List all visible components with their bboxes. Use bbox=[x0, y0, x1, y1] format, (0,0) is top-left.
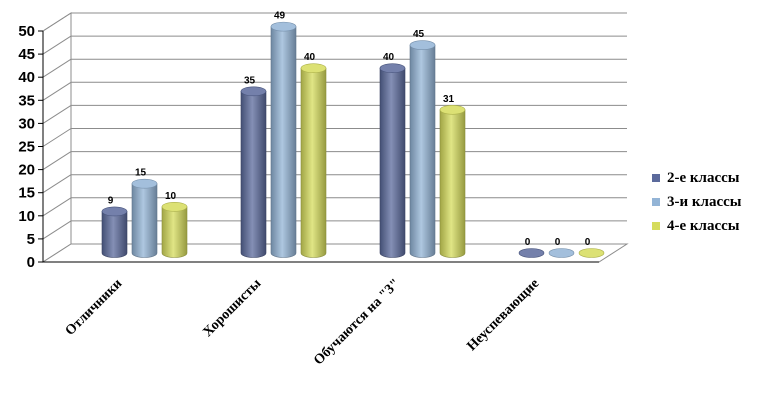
chart-walls bbox=[41, 12, 629, 263]
bar bbox=[131, 178, 158, 258]
data-label: 15 bbox=[135, 168, 147, 179]
bar bbox=[379, 63, 406, 258]
legend-label: 2-е классы bbox=[667, 169, 740, 186]
gridline-diagonal bbox=[42, 81, 72, 101]
bar bbox=[409, 40, 436, 258]
data-label: 35 bbox=[244, 75, 256, 86]
legend-item: 4-е классы bbox=[652, 214, 741, 238]
gridline-diagonal bbox=[42, 220, 72, 240]
data-label: 10 bbox=[165, 191, 177, 202]
data-label: 0 bbox=[525, 237, 531, 248]
bar bbox=[300, 63, 327, 258]
data-label: 49 bbox=[274, 11, 286, 22]
y-tick-label: 5 bbox=[27, 231, 35, 248]
legend: 2-е классы 3-и классы 4-е классы bbox=[652, 166, 741, 238]
legend-label: 3-и классы bbox=[667, 193, 742, 210]
y-tick-label: 45 bbox=[18, 46, 35, 63]
bar bbox=[161, 202, 188, 258]
legend-label: 4-е классы bbox=[667, 217, 740, 234]
category-labels: Отличники Хорошисты Обучаются на "3" Неуспе… bbox=[63, 276, 543, 368]
gridline-diagonal bbox=[42, 128, 72, 147]
bar bbox=[518, 248, 545, 258]
gridline-diagonal bbox=[42, 104, 72, 124]
data-label: 40 bbox=[383, 52, 395, 63]
data-labels: 9 15 10 35 49 40 40 45 31 0 0 0 bbox=[108, 11, 591, 248]
bar bbox=[101, 206, 128, 258]
gridline-diagonal bbox=[42, 197, 72, 217]
legend-swatch bbox=[652, 198, 660, 206]
category-label: Неуспевающие bbox=[464, 276, 542, 354]
data-label: 0 bbox=[555, 237, 561, 248]
bar bbox=[439, 104, 466, 258]
bar bbox=[270, 21, 297, 258]
data-label: 31 bbox=[443, 94, 455, 105]
category-label: Отличники bbox=[63, 276, 126, 339]
gridlines bbox=[42, 12, 627, 240]
category-label: Обучаются на "3" bbox=[311, 276, 403, 368]
y-tick-label: 20 bbox=[18, 162, 35, 179]
bar bbox=[578, 248, 605, 258]
gridline-diagonal bbox=[42, 58, 72, 78]
data-label: 45 bbox=[413, 29, 425, 40]
legend-swatch bbox=[652, 174, 660, 182]
y-tick-label: 35 bbox=[18, 92, 35, 109]
data-label: 0 bbox=[585, 237, 591, 248]
gridline-diagonal bbox=[42, 151, 72, 171]
gridline-diagonal bbox=[42, 12, 72, 32]
legend-swatch bbox=[652, 222, 660, 230]
y-axis-ticks: 0 5 10 15 20 25 30 35 40 45 50 bbox=[18, 23, 599, 271]
y-tick-label: 30 bbox=[18, 115, 35, 132]
bar bbox=[240, 86, 267, 258]
data-label: 40 bbox=[304, 52, 316, 63]
y-tick-label: 15 bbox=[18, 185, 35, 202]
bar bbox=[548, 248, 575, 258]
legend-item: 2-е классы bbox=[652, 166, 741, 190]
y-tick-label: 50 bbox=[18, 23, 35, 40]
legend-item: 3-и классы bbox=[652, 190, 741, 214]
data-label: 9 bbox=[108, 195, 114, 206]
y-tick-label: 0 bbox=[27, 254, 35, 271]
category-label: Хорошисты bbox=[200, 276, 264, 340]
y-tick-label: 40 bbox=[18, 69, 35, 86]
gridline-diagonal bbox=[42, 174, 72, 194]
y-tick-label: 25 bbox=[18, 139, 35, 156]
y-tick-label: 10 bbox=[18, 208, 35, 225]
gridline-diagonal bbox=[42, 35, 72, 55]
bars bbox=[101, 21, 605, 258]
